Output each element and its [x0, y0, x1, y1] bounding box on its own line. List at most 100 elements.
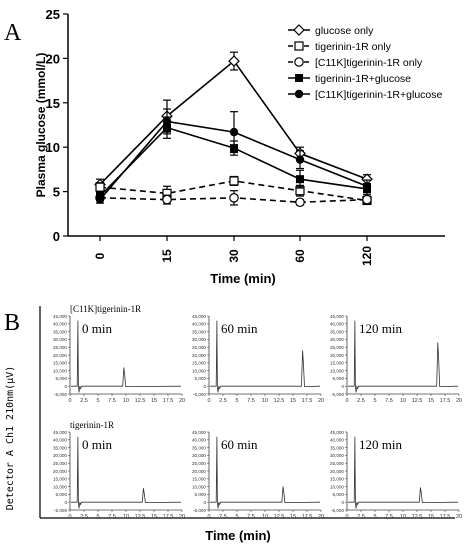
time-point-label: 0 min — [82, 321, 112, 336]
glucose-chart: Plasma glucose (mmol/L) Time (min) 0 5 10 1… — [34, 7, 445, 286]
plot-y-tick-label: 45,000 — [192, 314, 206, 319]
data-point — [295, 155, 305, 164]
plot-x-tick-label: 0 — [68, 514, 71, 520]
plot-y-tick-label: 20,000 — [192, 469, 206, 474]
plot-y-tick-label: 15,000 — [330, 361, 344, 366]
plot-y-tick-label: 25,000 — [53, 345, 67, 350]
plot-x-tick-label: 15 — [428, 514, 434, 520]
plot-y-tick-label: 45,000 — [330, 430, 344, 435]
plot-y-tick-label: 30,000 — [192, 337, 206, 342]
plot-y-tick-label: -5,000 — [331, 392, 344, 397]
plot-x-tick-label: 10 — [400, 514, 406, 520]
plot-y-tick-label: 0 — [341, 500, 344, 505]
hplc-x-axis-label: Time (min) — [205, 528, 271, 543]
plot-y-tick-label: -5,000 — [193, 392, 206, 397]
plot-x-tick-label: 10 — [262, 514, 268, 520]
data-point — [95, 195, 105, 204]
plot-x-tick-label: 12.5 — [135, 398, 146, 404]
plot-x-tick-label: 2.5 — [80, 398, 88, 404]
x-tick-label: 120 — [360, 246, 374, 266]
plot-x-tick-label: 2.5 — [80, 514, 88, 520]
series-2 — [95, 190, 372, 208]
plot-x-tick-label: 15 — [428, 398, 434, 404]
plot-y-tick-label: 40,000 — [330, 438, 344, 443]
plot-x-tick-label: 12.5 — [274, 398, 285, 404]
plot-y-tick-label: 5,000 — [333, 376, 345, 381]
plot-x-tick-label: 20 — [456, 398, 462, 404]
time-point-label: 60 min — [221, 321, 258, 336]
data-point — [95, 182, 105, 192]
data-point — [295, 197, 305, 208]
y-tick-label: 20 — [46, 51, 60, 66]
y-tick-label: 5 — [53, 185, 60, 200]
plot-y-tick-label: 20,000 — [53, 469, 67, 474]
plot-x-tick-label: 7.5 — [385, 514, 393, 520]
detector-axis-label: Detector A Ch1 210nm(μV) — [5, 366, 16, 511]
plot-x-tick-label: 2.5 — [219, 514, 227, 520]
x-tick-label: 60 — [293, 249, 307, 263]
legend-entry: [C11K]tigerinin-1R+glucose — [315, 89, 442, 101]
row-label: tigerinin-1R — [70, 420, 114, 430]
plot-x-tick-label: 17.5 — [302, 514, 313, 520]
plot-y-tick-label: 0 — [64, 384, 67, 389]
plot-x-tick-label: 2.5 — [357, 514, 365, 520]
plot-y-tick-label: 10,000 — [53, 484, 67, 489]
time-point-label: 120 min — [359, 437, 402, 452]
plot-x-tick-label: 20 — [318, 398, 324, 404]
row-label: [C11K]tigerinin-1R — [70, 304, 141, 314]
plot-y-tick-label: 35,000 — [53, 329, 67, 334]
plot-x-tick-label: 10 — [262, 398, 268, 404]
plot-y-tick-label: 40,000 — [192, 322, 206, 327]
plot-x-tick-label: 17.5 — [440, 514, 451, 520]
plot-x-tick-label: 17.5 — [302, 398, 313, 404]
plot-y-tick-label: 30,000 — [330, 453, 344, 458]
plot-y-tick-label: 10,000 — [330, 368, 344, 373]
plot-y-tick-label: 25,000 — [53, 461, 67, 466]
plot-x-tick-label: 7.5 — [108, 398, 116, 404]
chromatogram: -5,00005,00010,00015,00020,00025,00030,0… — [330, 430, 462, 520]
plot-y-tick-label: 30,000 — [192, 453, 206, 458]
data-point — [362, 194, 372, 205]
plot-y-tick-label: 5,000 — [333, 492, 345, 497]
chromatogram-trace — [71, 436, 182, 509]
x-axis-label: Time (min) — [210, 271, 276, 286]
x-tick-label: 15 — [160, 249, 174, 263]
plot-x-tick-label: 5 — [96, 514, 99, 520]
plot-y-tick-label: 30,000 — [53, 453, 67, 458]
data-point — [362, 182, 372, 191]
plot-y-tick-label: 30,000 — [53, 337, 67, 342]
y-tick-label: 0 — [53, 229, 60, 244]
legend-marker — [294, 57, 304, 67]
chromatogram: -5,00005,00010,00015,00020,00025,00030,0… — [53, 430, 185, 520]
time-point-label: 120 min — [359, 321, 402, 336]
plot-y-tick-label: 25,000 — [330, 461, 344, 466]
legend-marker — [294, 41, 304, 51]
data-point — [228, 55, 240, 67]
plot-x-tick-label: 7.5 — [247, 398, 255, 404]
chromatogram-trace — [348, 320, 459, 393]
plot-y-tick-label: 25,000 — [192, 345, 206, 350]
legend-entry: glucose only — [315, 25, 374, 37]
chromatogram-trace — [210, 436, 321, 509]
y-tick-label: 15 — [46, 96, 60, 111]
chromatogram-trace — [71, 320, 182, 393]
plot-x-tick-label: 0 — [207, 514, 210, 520]
time-point-label: 60 min — [221, 437, 258, 452]
plot-y-tick-label: 25,000 — [330, 345, 344, 350]
legend-marker — [295, 74, 303, 82]
legend-entry: tigerinin-1R only — [315, 41, 392, 53]
plot-x-tick-label: 17.5 — [163, 398, 174, 404]
legend-marker — [294, 89, 304, 99]
plot-x-tick-label: 12.5 — [412, 514, 423, 520]
data-point — [162, 194, 172, 205]
plot-y-tick-label: 0 — [203, 500, 206, 505]
panel-b-label: B — [4, 310, 20, 336]
plot-y-tick-label: -5,000 — [54, 508, 67, 513]
plot-y-tick-label: -5,000 — [193, 508, 206, 513]
plot-y-tick-label: 20,000 — [192, 353, 206, 358]
plot-y-tick-label: 40,000 — [53, 322, 67, 327]
x-tick-label: 30 — [227, 249, 241, 263]
plot-y-tick-label: 10,000 — [53, 368, 67, 373]
time-point-label: 0 min — [82, 437, 112, 452]
